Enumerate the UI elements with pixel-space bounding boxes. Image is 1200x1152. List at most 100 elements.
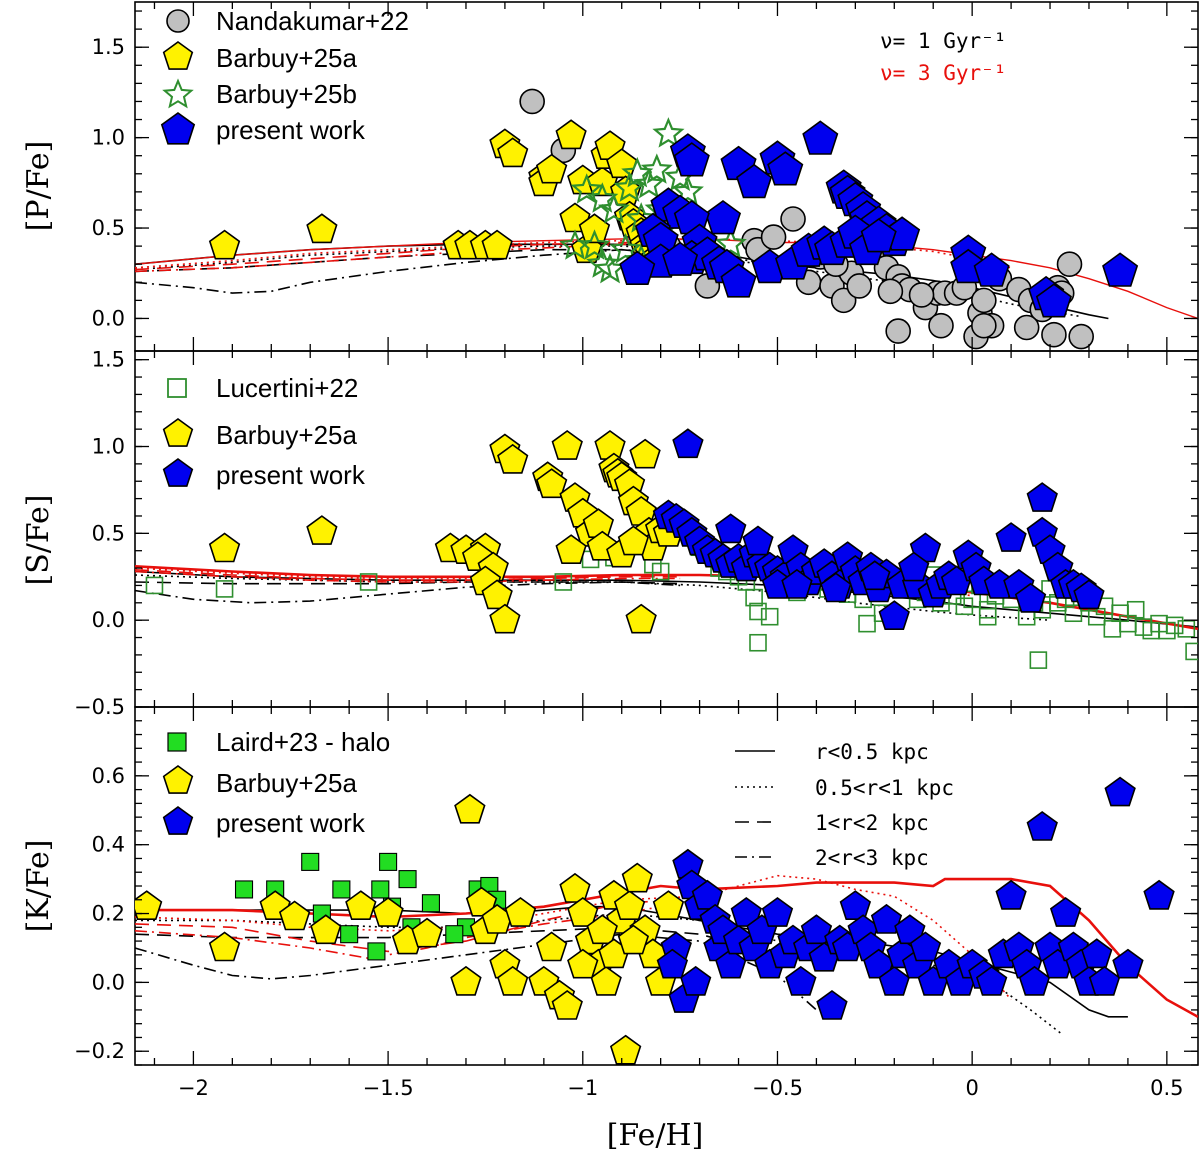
model-line-1-6	[135, 569, 681, 581]
point-present-work-6	[736, 163, 773, 199]
point-present-work-16	[704, 200, 742, 235]
point-barbuy-25a-16	[504, 897, 537, 927]
y-tick-label: 0.5	[92, 521, 125, 545]
legend-marker-pentagon-blue	[160, 112, 196, 145]
point-present-work-42	[1102, 252, 1139, 287]
point-barbuy-25a-1	[306, 213, 338, 244]
y-tick-label: −0.5	[74, 695, 125, 719]
point-present-work-23	[839, 890, 872, 920]
legend-marker-pentagon-blue	[162, 458, 194, 487]
point-nandakumar-22-43	[877, 278, 904, 305]
legend-marker-pentagon-blue	[162, 806, 194, 835]
legend-marker-pentagon-yellow	[162, 418, 194, 447]
point-barbuy-25b-6	[613, 171, 646, 202]
model-line-1-2	[135, 581, 681, 585]
panel-k-points	[135, 776, 1175, 1065]
point-barbuy-25a-19	[594, 430, 626, 460]
x-tick-label: −1	[567, 1076, 598, 1100]
y-axis-label-p: [P/Fe]	[21, 141, 56, 232]
x-tick-label: 0.5	[1150, 1076, 1183, 1100]
legend-label-present-work: present work	[216, 115, 366, 145]
model-line-0-5	[135, 238, 1012, 269]
y-tick-label: 0.2	[92, 902, 125, 926]
point-lucertini-22-7	[651, 562, 670, 581]
point-nandakumar-22-40	[1013, 314, 1040, 341]
point-barbuy-25a-8	[481, 579, 513, 610]
point-lucertini-22-13	[745, 588, 763, 607]
point-nandakumar-22-36	[885, 318, 911, 344]
point-barbuy-25a-21	[559, 872, 591, 903]
point-barbuy-25a-14	[551, 430, 583, 460]
legend-label-nandakumar: Nandakumar+22	[216, 6, 409, 36]
legend-marker-star	[162, 78, 194, 109]
point-present-work-59	[898, 551, 930, 582]
point-laird-23-halo-14	[421, 894, 440, 913]
point-laird-23-halo-12	[398, 870, 417, 889]
point-laird-23-halo-10	[379, 852, 398, 871]
legend-label-present-work: present work	[216, 808, 366, 838]
rate-label-3: ν= 3 Gyr⁻¹	[880, 61, 1006, 85]
legend-marker-pentagon-yellow	[162, 765, 194, 794]
point-present-work-42	[995, 522, 1027, 552]
model-line-1-7	[135, 570, 681, 583]
point-lucertini-22-14	[749, 602, 767, 621]
point-barbuy-25a-33	[652, 890, 685, 920]
point-present-work-38	[975, 965, 1008, 996]
y-tick-label: 0.0	[92, 970, 125, 994]
legend-label-r05: r<0.5 kpc	[815, 740, 929, 764]
point-nandakumar-22-34	[1056, 251, 1083, 278]
point-barbuy-25a-9	[489, 603, 521, 634]
legend-marker-open-square	[167, 378, 187, 398]
point-barbuy-25b-9	[570, 173, 603, 204]
point-present-work-43	[720, 263, 757, 298]
point-barbuy-25b-14	[578, 229, 611, 260]
point-barbuy-25a-11	[465, 886, 498, 917]
x-tick-label: −2	[178, 1076, 209, 1100]
point-nandakumar-22-41	[1041, 321, 1067, 348]
point-barbuy-25a-7	[497, 137, 529, 168]
point-laird-23-halo-9	[371, 880, 390, 899]
point-barbuy-25a-9	[450, 965, 482, 996]
point-barbuy-25a-26	[629, 438, 661, 469]
point-laird-23-halo-7	[340, 925, 359, 944]
point-nandakumar-22-7	[780, 206, 806, 232]
point-barbuy-25a-15	[497, 965, 529, 996]
point-present-work-28	[878, 965, 910, 996]
point-lucertini-22-1	[215, 580, 234, 598]
point-present-work-30	[878, 600, 910, 630]
point-lucertini-22-3	[554, 573, 573, 591]
point-nandakumar-22-26	[971, 287, 997, 314]
legend-k: Laird+23 - halo Barbuy+25a present work …	[162, 727, 954, 870]
y-tick-label: 0.6	[92, 764, 125, 788]
point-barbuy-25a-38	[567, 948, 599, 979]
point-present-work-57	[680, 965, 712, 996]
x-tick-label: 0	[965, 1076, 978, 1100]
point-barbuy-25a-34	[617, 525, 650, 556]
y-tick-label: 0.5	[92, 216, 125, 240]
point-lucertini-22-49	[1064, 604, 1083, 623]
point-nandakumar-22-6	[760, 224, 787, 250]
point-barbuy-25a-35	[625, 603, 657, 634]
point-present-work-9	[730, 897, 763, 927]
point-barbuy-25a-29	[621, 862, 653, 893]
model-line-0-6	[135, 241, 700, 271]
point-nandakumar-22-44	[908, 282, 935, 308]
point-lucertini-22-67	[978, 607, 997, 626]
point-barbuy-25a-5	[481, 229, 513, 260]
y-tick-label: 1.0	[92, 126, 125, 150]
point-barbuy-25a-28	[613, 890, 646, 920]
point-barbuy-25a-1	[306, 515, 338, 545]
point-barbuy-25a-6	[372, 897, 404, 927]
point-barbuy-25a-10	[454, 793, 486, 824]
y-tick-label: 0.4	[92, 833, 125, 857]
point-barbuy-25a-25	[590, 965, 622, 996]
point-barbuy-25a-1	[208, 931, 241, 962]
point-present-work-53	[715, 513, 747, 544]
point-barbuy-25a-0	[208, 229, 241, 260]
panel-s-points	[145, 428, 1198, 669]
y-tick-label: 1.0	[92, 435, 125, 459]
legend-label-present-work: present work	[216, 460, 366, 490]
point-present-work-57	[820, 572, 852, 603]
point-barbuy-25a-0	[135, 890, 163, 920]
point-barbuy-25a-18	[535, 931, 568, 962]
